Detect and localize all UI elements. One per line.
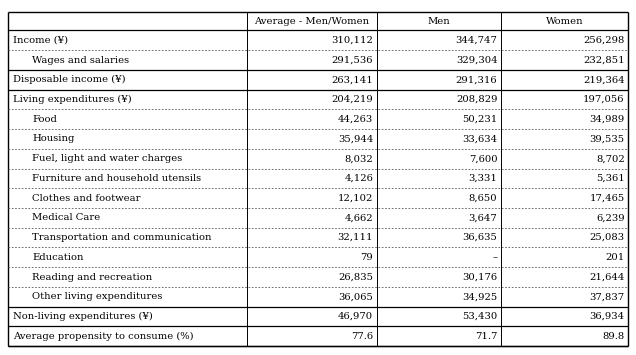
Text: 310,112: 310,112 [331, 36, 373, 45]
Text: 53,430: 53,430 [462, 312, 497, 321]
Text: 8,032: 8,032 [345, 154, 373, 163]
Text: 344,747: 344,747 [455, 36, 497, 45]
Text: 17,465: 17,465 [590, 194, 625, 203]
Text: 12,102: 12,102 [338, 194, 373, 203]
Text: Living expenditures (¥): Living expenditures (¥) [13, 95, 132, 104]
Text: Clothes and footwear: Clothes and footwear [32, 194, 141, 203]
Text: –: – [492, 253, 497, 262]
Text: 37,837: 37,837 [590, 292, 625, 301]
Text: 4,126: 4,126 [344, 174, 373, 183]
Text: 3,331: 3,331 [469, 174, 497, 183]
Text: 256,298: 256,298 [583, 36, 625, 45]
Text: 208,829: 208,829 [456, 95, 497, 104]
Text: 39,535: 39,535 [590, 135, 625, 143]
Text: 263,141: 263,141 [331, 75, 373, 84]
Text: Education: Education [32, 253, 84, 262]
Text: 7,600: 7,600 [469, 154, 497, 163]
Text: 89.8: 89.8 [602, 332, 625, 341]
Text: Other living expenditures: Other living expenditures [32, 292, 163, 301]
Text: Average - Men/Women: Average - Men/Women [254, 17, 370, 26]
Text: Reading and recreation: Reading and recreation [32, 273, 153, 282]
Text: Non-living expenditures (¥): Non-living expenditures (¥) [13, 312, 153, 321]
Text: 232,851: 232,851 [583, 55, 625, 65]
Text: 219,364: 219,364 [583, 75, 625, 84]
Text: 291,536: 291,536 [332, 55, 373, 65]
Text: 33,634: 33,634 [462, 135, 497, 143]
Text: Women: Women [546, 17, 584, 26]
Text: 71.7: 71.7 [475, 332, 497, 341]
Text: 4,662: 4,662 [345, 213, 373, 222]
Text: 8,650: 8,650 [469, 194, 497, 203]
Text: 26,835: 26,835 [338, 273, 373, 282]
Text: Fuel, light and water charges: Fuel, light and water charges [32, 154, 183, 163]
Text: 34,989: 34,989 [590, 115, 625, 124]
Text: 6,239: 6,239 [596, 213, 625, 222]
Text: 36,065: 36,065 [338, 292, 373, 301]
Text: 8,702: 8,702 [596, 154, 625, 163]
Text: 50,231: 50,231 [462, 115, 497, 124]
Text: 79: 79 [361, 253, 373, 262]
Text: 46,970: 46,970 [338, 312, 373, 321]
Text: Furniture and household utensils: Furniture and household utensils [32, 174, 202, 183]
Text: 204,219: 204,219 [331, 95, 373, 104]
Text: 197,056: 197,056 [583, 95, 625, 104]
Text: Food: Food [32, 115, 57, 124]
Text: Housing: Housing [32, 135, 75, 143]
Text: 25,083: 25,083 [590, 233, 625, 242]
Text: 44,263: 44,263 [338, 115, 373, 124]
Text: Men: Men [427, 17, 450, 26]
Text: 32,111: 32,111 [338, 233, 373, 242]
Text: 201: 201 [605, 253, 625, 262]
Text: 329,304: 329,304 [456, 55, 497, 65]
Text: 35,944: 35,944 [338, 135, 373, 143]
Text: Transportation and communication: Transportation and communication [32, 233, 212, 242]
Text: 5,361: 5,361 [596, 174, 625, 183]
Text: 34,925: 34,925 [462, 292, 497, 301]
Text: 30,176: 30,176 [462, 273, 497, 282]
Text: 77.6: 77.6 [351, 332, 373, 341]
Text: 36,635: 36,635 [462, 233, 497, 242]
Text: 291,316: 291,316 [456, 75, 497, 84]
Text: 21,644: 21,644 [590, 273, 625, 282]
Text: 3,647: 3,647 [469, 213, 497, 222]
Text: Income (¥): Income (¥) [13, 36, 67, 45]
Text: Medical Care: Medical Care [32, 213, 100, 222]
Text: Wages and salaries: Wages and salaries [32, 55, 130, 65]
Text: 36,934: 36,934 [590, 312, 625, 321]
Text: Disposable income (¥): Disposable income (¥) [13, 75, 125, 84]
Text: Average propensity to consume (%): Average propensity to consume (%) [13, 332, 193, 341]
